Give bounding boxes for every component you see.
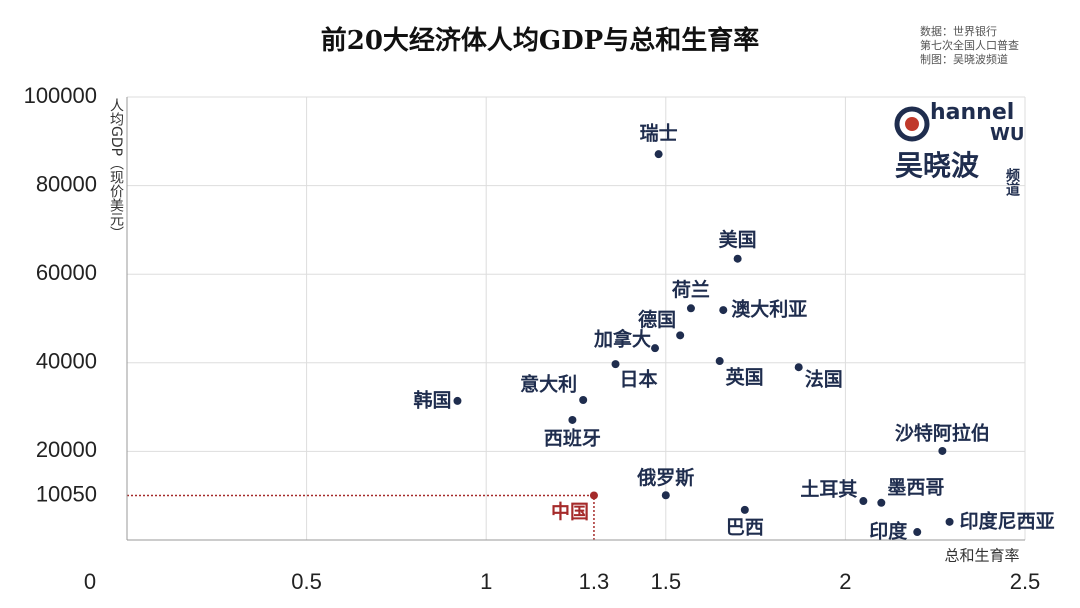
point — [589, 491, 598, 500]
point-label: 沙特阿拉伯 — [895, 421, 990, 444]
point-label: 韩国 — [413, 388, 451, 411]
logo-dot — [905, 117, 919, 131]
point-label: 土耳其 — [800, 479, 857, 501]
y-axis-label: 人均GDP（现价美元） — [108, 98, 124, 240]
point-label: 法国 — [805, 368, 843, 391]
point — [733, 254, 742, 263]
point-label: 印度 — [869, 520, 908, 543]
point-label: 西班牙 — [544, 426, 601, 449]
x-axis-label: 总和生育率 — [944, 547, 1019, 565]
point — [715, 357, 724, 366]
point — [719, 306, 728, 315]
y-tick-label: 20000 — [36, 437, 97, 462]
y-tick-label: 10050 — [36, 481, 97, 506]
point-label: 印度尼西亚 — [960, 509, 1055, 532]
logo-ring — [894, 106, 930, 142]
point — [740, 505, 749, 514]
logo-text: WU — [990, 124, 1024, 145]
point — [661, 491, 670, 500]
source: 数据：世界银行 — [920, 24, 997, 38]
point — [913, 528, 922, 537]
point-label: 瑞士 — [640, 122, 678, 145]
point — [794, 363, 803, 372]
y-tick-label: 40000 — [36, 349, 97, 374]
point — [453, 396, 462, 405]
point-label: 加拿大 — [593, 328, 651, 351]
x-tick-label: 0 — [84, 569, 96, 594]
x-tick-label: 1.3 — [579, 569, 610, 594]
y-tick-label: 60000 — [36, 260, 97, 285]
logo-name: 吴晓波 — [895, 149, 980, 182]
point — [686, 304, 695, 313]
logo: hannel WU 吴晓波 频道 — [894, 100, 1024, 197]
point — [611, 360, 620, 369]
chart-title: 前20大经济体人均GDP与总和生育率 — [321, 25, 759, 56]
point — [938, 446, 947, 455]
x-tick-label: 1.5 — [651, 569, 682, 594]
x-tick-label: 2.5 — [1010, 569, 1041, 594]
point-label: 美国 — [719, 228, 757, 251]
point — [651, 344, 660, 353]
logo-text: hannel — [930, 100, 1014, 125]
point — [654, 150, 663, 159]
source: 第七次全国人口普查 — [920, 38, 1019, 52]
point-label: 俄罗斯 — [636, 466, 694, 489]
source: 制图：吴晓波频道 — [920, 52, 1008, 66]
point-label: 荷兰 — [672, 278, 710, 301]
point-label: 英国 — [726, 366, 764, 389]
point-label: 德国 — [638, 308, 676, 331]
point — [945, 517, 954, 526]
point-label: 中国 — [551, 500, 589, 523]
y-tick-label: 80000 — [36, 171, 97, 196]
point — [859, 497, 868, 506]
point-label: 意大利 — [520, 373, 577, 396]
point — [568, 415, 577, 424]
point — [676, 331, 685, 340]
logo-sub: 频道 — [1004, 167, 1020, 197]
point-label: 巴西 — [726, 516, 764, 538]
y-tick-label: 100000 — [24, 83, 97, 108]
x-tick-label: 1 — [480, 569, 492, 594]
point — [579, 396, 588, 405]
point-label: 澳大利亚 — [731, 298, 807, 321]
point — [877, 498, 886, 507]
point-label: 墨西哥 — [887, 476, 944, 498]
point-label: 日本 — [620, 368, 658, 391]
x-tick-label: 0.5 — [291, 569, 322, 594]
x-tick-label: 2 — [839, 569, 851, 594]
